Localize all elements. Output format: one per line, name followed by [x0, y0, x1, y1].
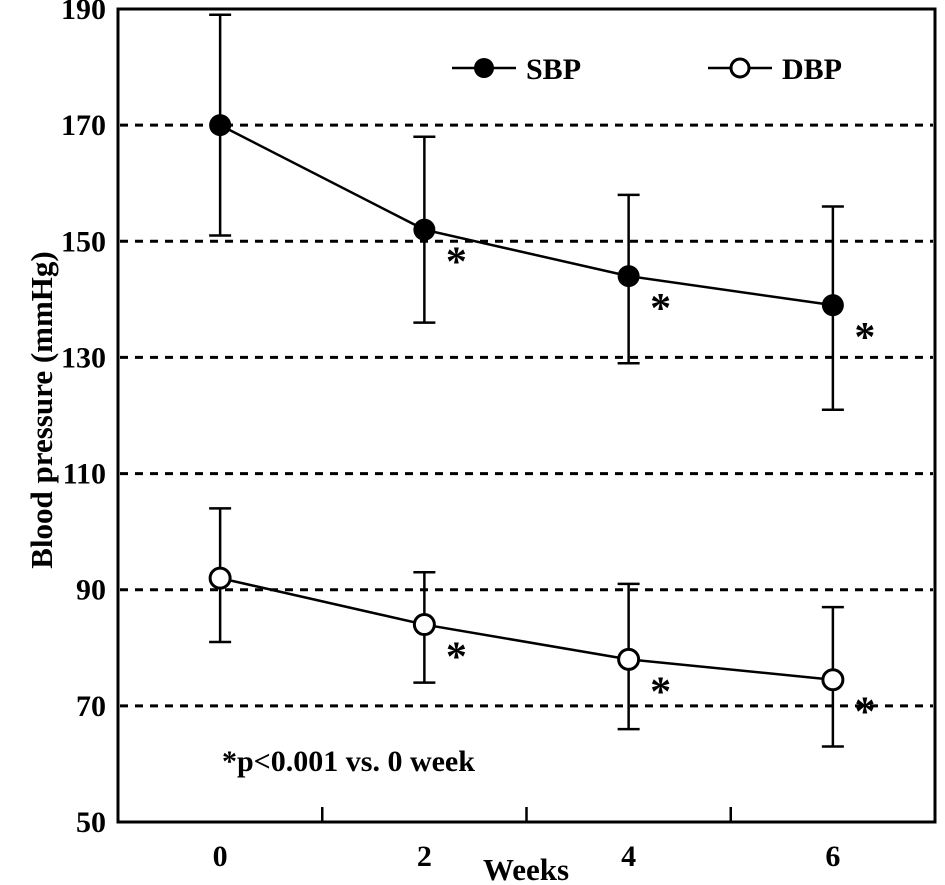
significance-asterisk: *: [854, 690, 875, 736]
y-axis-title: Blood pressure (mmHg): [24, 251, 59, 568]
y-tick-label-150: 150: [61, 225, 106, 258]
x-axis-ticks: [321, 807, 732, 822]
data-point-sbp-week6: [821, 294, 844, 317]
x-tick-label-0: 0: [213, 840, 228, 873]
y-tick-label-90: 90: [76, 574, 106, 607]
significance-note: *p<0.001 vs. 0 week: [222, 745, 475, 778]
significance-asterisk: *: [650, 286, 671, 332]
y-tick-label-190: 190: [61, 0, 106, 26]
data-series: * * * * * *: [208, 13, 875, 748]
x-tick-labels: 0 2 4 6: [213, 840, 841, 873]
y-tick-label-70: 70: [76, 690, 106, 723]
data-point-dbp-week6: [821, 668, 845, 692]
plot-border: [116, 7, 937, 824]
series-line-sbp: [219, 124, 834, 307]
legend-item-dbp: DBP: [708, 53, 842, 86]
data-point-dbp-week4: [617, 647, 641, 671]
y-tick-label-130: 130: [61, 341, 106, 374]
x-tick-label-6: 6: [825, 840, 840, 873]
legend-marker-sbp: [474, 58, 494, 78]
data-point-dbp-week2: [412, 613, 436, 637]
series-dbp: * * *: [208, 507, 875, 748]
significance-asterisk: *: [446, 240, 467, 286]
significance-asterisk: *: [854, 315, 875, 361]
data-point-sbp-week0: [209, 114, 232, 137]
x-axis-title: Weeks: [483, 852, 569, 885]
data-point-sbp-week4: [617, 265, 640, 288]
series-line-dbp: [219, 576, 833, 681]
x-tick-label-4: 4: [621, 840, 636, 873]
data-point-sbp-week2: [413, 218, 436, 241]
legend-item-sbp: SBP: [452, 53, 581, 86]
legend: SBP DBP: [452, 53, 842, 86]
legend-label-sbp: SBP: [526, 53, 581, 86]
significance-asterisk: *: [446, 635, 467, 681]
gridlines: [120, 123, 933, 708]
y-tick-label-170: 170: [61, 109, 106, 142]
x-tick-label-2: 2: [417, 840, 432, 873]
y-tick-labels: 50 70 90 110 130 150 170 190: [61, 0, 106, 839]
legend-marker-dbp: [729, 57, 751, 79]
y-tick-label-110: 110: [63, 458, 106, 491]
series-sbp: * * *: [209, 13, 875, 411]
legend-label-dbp: DBP: [782, 53, 842, 86]
y-tick-label-50: 50: [76, 806, 106, 839]
significance-asterisk: *: [650, 669, 671, 715]
data-point-dbp-week0: [208, 566, 232, 590]
